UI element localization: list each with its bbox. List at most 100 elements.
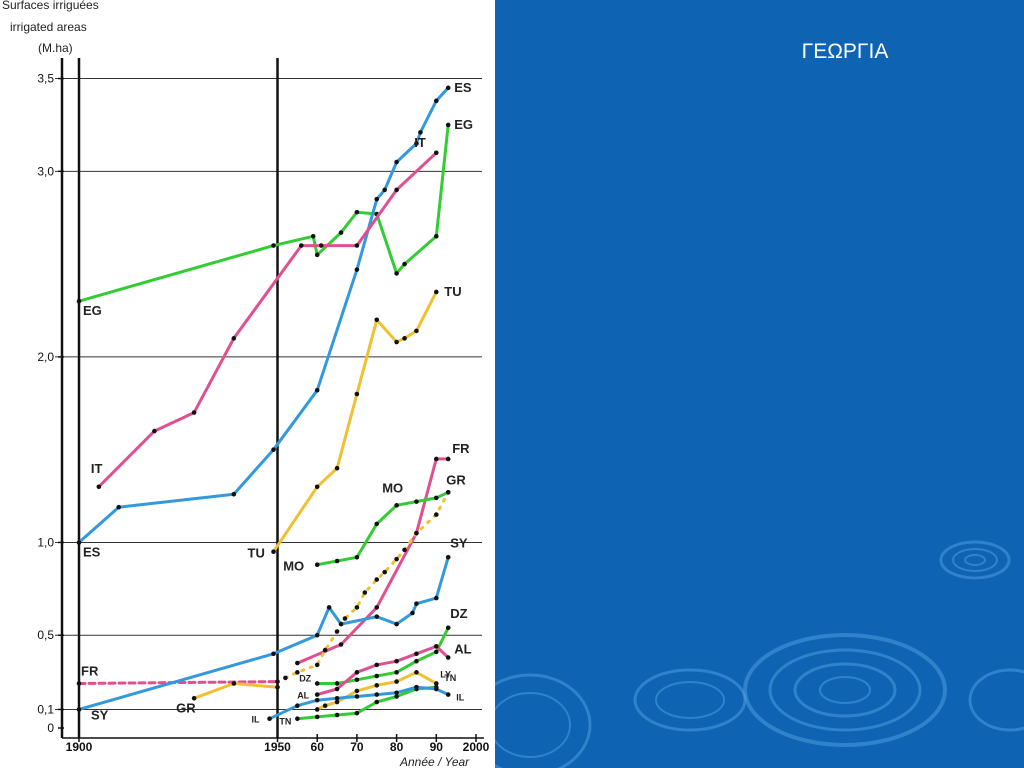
series-line <box>77 86 450 544</box>
data-point <box>402 261 407 267</box>
x-tick-label: 60 <box>311 740 325 754</box>
data-point <box>445 85 451 91</box>
data-point <box>334 712 340 718</box>
data-point <box>338 642 344 647</box>
y-tick-label: 0 <box>47 721 54 735</box>
series-label: SY <box>450 535 468 550</box>
data-point <box>394 658 399 664</box>
data-point <box>434 289 439 295</box>
data-point <box>394 339 399 345</box>
data-point <box>414 141 419 146</box>
y-tick-label: 0,1 <box>37 702 54 716</box>
series-label: TU <box>444 284 461 299</box>
series-line <box>295 685 438 721</box>
data-point <box>326 605 332 610</box>
series-line <box>192 682 279 700</box>
data-point <box>338 621 344 627</box>
data-point <box>414 684 419 690</box>
data-point <box>334 558 340 564</box>
data-point <box>394 690 399 696</box>
data-point <box>334 629 340 634</box>
data-point <box>295 670 300 675</box>
data-point <box>338 230 344 235</box>
x-tick-label: 70 <box>350 740 364 754</box>
series-label: IL <box>456 693 465 703</box>
data-point <box>76 681 82 686</box>
data-point <box>267 716 272 722</box>
data-point <box>334 696 340 701</box>
slide-title: ΓΕΩΡΓΙΑ <box>801 40 889 63</box>
data-point <box>152 428 157 434</box>
series-label: EG <box>454 117 473 132</box>
data-point <box>445 490 451 495</box>
data-point <box>410 610 415 616</box>
data-point <box>354 391 360 397</box>
data-point <box>314 707 320 712</box>
data-point <box>96 484 102 490</box>
x-tick-label: 2000 <box>463 740 490 754</box>
data-point <box>322 647 328 653</box>
data-point <box>394 556 399 562</box>
data-point <box>314 387 320 393</box>
data-point <box>394 694 399 699</box>
series-label: EG <box>83 303 102 318</box>
data-point <box>231 681 237 686</box>
data-point <box>394 679 399 684</box>
data-point <box>434 495 439 501</box>
data-point <box>271 243 276 248</box>
data-point <box>314 662 320 668</box>
x-tick-label: 1900 <box>66 740 93 754</box>
data-point <box>354 670 360 675</box>
data-point <box>418 130 423 135</box>
data-point <box>434 233 439 239</box>
data-point <box>382 187 387 193</box>
data-point <box>434 644 439 649</box>
series-line <box>272 290 438 554</box>
data-point <box>354 209 360 215</box>
data-point <box>295 703 300 709</box>
series-label: DZ <box>299 673 311 683</box>
data-point <box>354 605 360 610</box>
series-label: DZ <box>450 606 467 621</box>
data-point <box>310 233 316 239</box>
data-point <box>374 521 380 527</box>
data-point <box>434 98 439 104</box>
data-point <box>402 336 407 341</box>
series-label: AL <box>454 641 471 656</box>
data-point <box>116 504 121 510</box>
data-point <box>334 686 340 692</box>
data-point <box>314 697 320 703</box>
data-point <box>445 456 451 462</box>
data-point <box>374 605 380 610</box>
data-point <box>191 410 197 415</box>
series-label: SY <box>91 707 109 722</box>
data-point <box>394 670 399 675</box>
data-point <box>314 681 320 686</box>
data-point <box>271 549 276 555</box>
axes: 0 0,1 0,5 1,0 2,0 3,0 3,5 1900 1950 60 70 80 90 2000 <box>37 58 490 754</box>
series-line <box>97 151 438 489</box>
data-point <box>434 512 439 517</box>
y-tick-label: 3,5 <box>37 72 54 86</box>
data-point <box>434 681 439 686</box>
series-line <box>315 644 450 697</box>
data-point <box>402 547 407 553</box>
data-point <box>414 670 419 675</box>
data-point <box>434 595 439 601</box>
data-point <box>382 569 387 575</box>
data-point <box>354 554 360 560</box>
data-point <box>295 716 300 722</box>
series-lines <box>76 85 451 722</box>
series-label: MO <box>382 480 403 495</box>
chart-title-line-3: (M.ha) <box>38 41 73 55</box>
chart-panel: 0 0,1 0,5 1,0 2,0 3,0 3,5 1900 1950 60 70 80 90 2000 … <box>0 0 495 768</box>
data-point <box>314 252 320 258</box>
data-point <box>445 692 451 697</box>
data-point <box>76 540 82 545</box>
series-label: GR <box>446 472 466 487</box>
data-point <box>76 298 82 304</box>
series-label: GR <box>176 700 196 715</box>
data-point <box>354 694 360 699</box>
x-tick-label: 90 <box>430 740 444 754</box>
series-line <box>77 123 450 303</box>
